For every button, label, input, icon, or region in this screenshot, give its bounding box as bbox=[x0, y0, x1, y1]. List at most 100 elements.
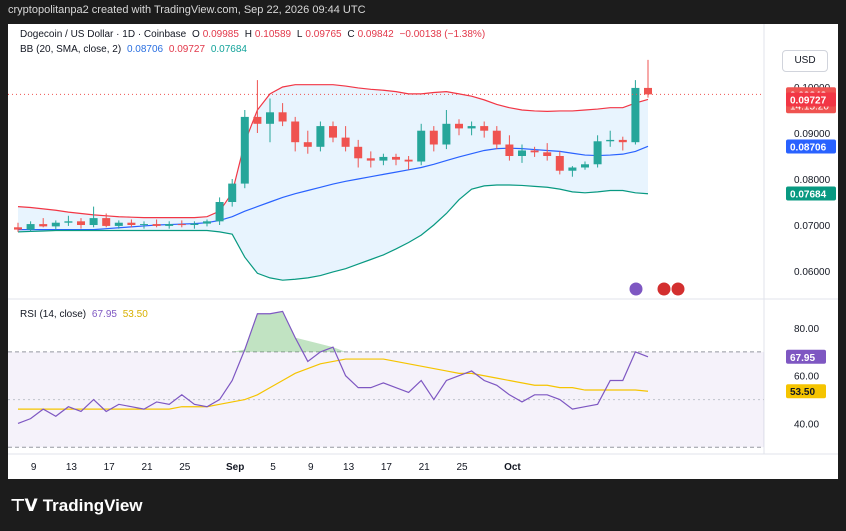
time-tick-label: 17 bbox=[381, 462, 393, 473]
chart-canvas[interactable]: 0.100000.090000.080000.070000.060000.098… bbox=[8, 24, 838, 479]
time-tick-label: Oct bbox=[504, 462, 521, 473]
bb-lower-tag: 0.07684 bbox=[790, 190, 827, 201]
rsi-legend: RSI (14, close) 67.95 53.50 bbox=[20, 309, 151, 320]
low-value: 0.09765 bbox=[305, 29, 342, 40]
currency-button[interactable]: USD bbox=[782, 50, 828, 72]
candle-body[interactable] bbox=[77, 221, 85, 225]
countdown-label: 14:15:20 bbox=[790, 101, 829, 112]
candle-body[interactable] bbox=[316, 126, 325, 147]
candle-body[interactable] bbox=[631, 87, 640, 143]
candle-body[interactable] bbox=[228, 183, 237, 202]
time-tick-label: 21 bbox=[141, 462, 153, 473]
chart-frame[interactable]: 0.100000.090000.080000.070000.060000.098… bbox=[8, 24, 838, 479]
candle-body[interactable] bbox=[366, 158, 375, 161]
symbol-legend: Dogecoin / US Dollar · 1D · Coinbase O 0.… bbox=[20, 29, 488, 40]
watermark-header: cryptopolitanpa2 created with TradingVie… bbox=[8, 4, 366, 16]
change-value: −0.00138 (−1.38%) bbox=[399, 29, 486, 40]
candle-body[interactable] bbox=[505, 144, 514, 157]
open-value: 0.09985 bbox=[202, 29, 239, 40]
candle-body[interactable] bbox=[467, 126, 476, 129]
rsi-tick-label: 60.00 bbox=[794, 372, 819, 383]
event-flag-icon[interactable] bbox=[656, 281, 672, 297]
bb-basis-tag-bg bbox=[786, 139, 836, 154]
bb-upper-line bbox=[17, 84, 649, 219]
candle-body[interactable] bbox=[518, 150, 526, 156]
candle-body[interactable] bbox=[253, 116, 262, 124]
candle-body[interactable] bbox=[266, 112, 274, 124]
candle-body[interactable] bbox=[568, 167, 577, 171]
price-tick-label: 0.08000 bbox=[794, 175, 831, 186]
bb-upper-value: 0.09727 bbox=[168, 44, 206, 55]
candle-body[interactable] bbox=[530, 150, 539, 153]
candle-body[interactable] bbox=[644, 87, 652, 95]
event-flag-icon[interactable] bbox=[670, 281, 686, 297]
tradingview-logo[interactable]: ⊤𝗩 TradingView bbox=[10, 496, 143, 516]
candle-body[interactable] bbox=[442, 123, 451, 145]
candle-body[interactable] bbox=[606, 139, 615, 142]
rsi-line bbox=[17, 310, 649, 424]
candle-body[interactable] bbox=[480, 126, 489, 131]
candle-body[interactable] bbox=[190, 223, 199, 225]
rsi-ma-line bbox=[18, 358, 649, 410]
candle-body[interactable] bbox=[593, 141, 602, 165]
rsi-value: 67.95 bbox=[91, 309, 117, 320]
candle-body[interactable] bbox=[618, 139, 627, 143]
time-tick-label: 9 bbox=[31, 462, 37, 473]
symbol-title: Dogecoin / US Dollar · 1D · Coinbase bbox=[20, 29, 187, 40]
candle-body[interactable] bbox=[555, 156, 564, 171]
candle-body[interactable] bbox=[379, 156, 388, 161]
close-label: C bbox=[347, 29, 355, 40]
high-label: H bbox=[244, 29, 252, 40]
bb-upper-tag: 0.09727 bbox=[790, 96, 827, 107]
candle-body[interactable] bbox=[392, 156, 400, 160]
candle-body[interactable] bbox=[543, 152, 552, 156]
candle-body[interactable] bbox=[89, 218, 98, 225]
rsi-overbought-fill bbox=[232, 311, 346, 352]
candle-body[interactable] bbox=[165, 224, 174, 226]
candle-body[interactable] bbox=[127, 222, 136, 225]
rsi-tick-label: 80.00 bbox=[794, 324, 819, 335]
candle-body[interactable] bbox=[417, 130, 426, 162]
price-tick-label: 0.06000 bbox=[794, 267, 831, 278]
tradingview-wordmark: TradingView bbox=[42, 496, 143, 515]
time-tick-label: 5 bbox=[270, 462, 276, 473]
time-tick-label: 13 bbox=[66, 462, 78, 473]
candle-body[interactable] bbox=[114, 222, 123, 226]
candle-body[interactable] bbox=[39, 224, 48, 227]
candle-body[interactable] bbox=[177, 224, 186, 226]
candle-body[interactable] bbox=[291, 121, 300, 143]
candle-body[interactable] bbox=[203, 221, 211, 224]
time-tick-label: 25 bbox=[456, 462, 468, 473]
time-tick-label: Sep bbox=[226, 462, 244, 473]
candle-body[interactable] bbox=[64, 221, 73, 223]
candle-body[interactable] bbox=[455, 123, 463, 129]
candle-body[interactable] bbox=[404, 159, 413, 162]
candle-body[interactable] bbox=[329, 126, 337, 138]
bb-legend: BB (20, SMA, close, 2) 0.08706 0.09727 0… bbox=[20, 44, 250, 55]
rsi-ma-value: 53.50 bbox=[122, 309, 148, 320]
candle-body[interactable] bbox=[341, 137, 350, 147]
rsi-value-tag-bg bbox=[786, 349, 826, 364]
candle-body[interactable] bbox=[215, 202, 224, 222]
candle-body[interactable] bbox=[354, 146, 363, 159]
candle-body[interactable] bbox=[26, 224, 35, 230]
rsi-band-fill bbox=[8, 351, 764, 448]
candle-body[interactable] bbox=[152, 224, 161, 226]
candle-body[interactable] bbox=[278, 112, 287, 122]
candle-body[interactable] bbox=[492, 130, 501, 145]
candle-body[interactable] bbox=[429, 130, 438, 145]
candle-body[interactable] bbox=[14, 227, 22, 230]
event-flash-icon[interactable] bbox=[628, 281, 644, 297]
time-tick-label: 13 bbox=[343, 462, 355, 473]
candle-body[interactable] bbox=[581, 164, 589, 168]
candle-body[interactable] bbox=[240, 116, 249, 184]
candle-body[interactable] bbox=[303, 142, 312, 147]
bb-basis-tag: 0.08706 bbox=[790, 143, 827, 154]
candle-body[interactable] bbox=[102, 218, 111, 226]
bb-basis-value: 0.08706 bbox=[126, 44, 164, 55]
bollinger-band-fill bbox=[18, 84, 648, 281]
candle-body[interactable] bbox=[140, 224, 148, 226]
candle-body[interactable] bbox=[51, 222, 60, 227]
open-label: O bbox=[191, 29, 200, 40]
high-value: 0.10589 bbox=[254, 29, 292, 40]
